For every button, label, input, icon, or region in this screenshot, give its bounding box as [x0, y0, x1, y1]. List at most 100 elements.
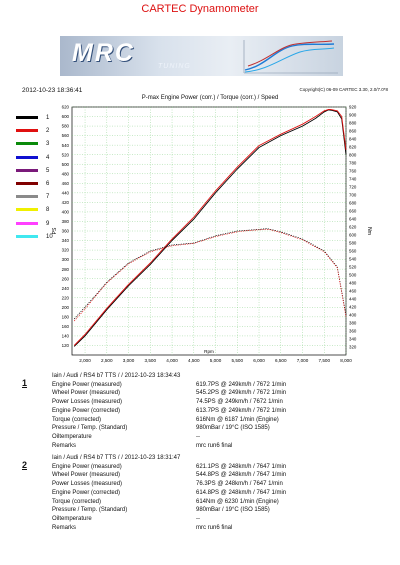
- legend-label: 4: [46, 154, 50, 161]
- y-right-tick-label: 800: [349, 153, 357, 158]
- run-row-value: 980mBar / 19°C (ISO 1585): [196, 425, 270, 432]
- y-left-tick-label: 180: [62, 314, 70, 319]
- run-row-label: Wheel Power (measured): [52, 390, 121, 397]
- y-left-tick-label: 480: [62, 171, 70, 176]
- y-left-tick-label: 300: [62, 257, 70, 262]
- legend-swatch: [16, 234, 38, 238]
- y-right-tick-label: 700: [349, 193, 357, 198]
- legend-swatch: [16, 142, 38, 146]
- legend-swatch: [16, 115, 38, 119]
- y-right-tick-label: 720: [349, 185, 357, 190]
- x-tick-label: 2,500: [101, 358, 113, 363]
- copyright-text: Copyright(C) 06-09 CARTEC 3.30, 2.0/7.0*…: [299, 87, 388, 92]
- y-right-axis-label: Nm: [366, 227, 372, 235]
- legend-item-10: 10: [16, 233, 53, 241]
- y-left-tick-label: 120: [62, 343, 70, 348]
- y-left-tick-label: 200: [62, 305, 70, 310]
- legend-swatch: [16, 208, 38, 212]
- y-right-tick-label: 820: [349, 145, 357, 150]
- legend-label: 3: [46, 141, 50, 148]
- y-right-tick-label: 920: [349, 105, 357, 110]
- legend-item-2: 2: [16, 127, 49, 135]
- run-row-label: Power Losses (measured): [52, 481, 123, 488]
- report-datetime: 2012-10-23 18:36:41: [22, 87, 83, 94]
- run-row-label: Pressure / Temp. (Standard): [52, 425, 128, 432]
- run-row-value: 614Nm @ 6230 1/min (Engine): [196, 498, 279, 505]
- y-left-tick-label: 280: [62, 267, 70, 272]
- run-row-value: --: [196, 515, 200, 522]
- banner-curves-graphic: [243, 40, 338, 74]
- legend-swatch: [16, 129, 38, 133]
- legend-swatch: [16, 195, 38, 199]
- legend-swatch: [16, 155, 38, 159]
- y-right-tick-label: 340: [349, 337, 357, 342]
- series-torque-run-2: [73, 229, 347, 322]
- y-left-tick-label: 520: [62, 152, 70, 157]
- y-left-tick-label: 440: [62, 190, 70, 195]
- run-row-label: Engine Power (measured): [52, 463, 122, 470]
- y-left-tick-label: 500: [62, 162, 70, 167]
- y-right-tick-label: 620: [349, 225, 357, 230]
- y-left-tick-label: 360: [62, 229, 70, 234]
- y-left-tick-label: 460: [62, 181, 70, 186]
- page-title: CARTEC Dynamometer: [141, 3, 259, 15]
- y-left-tick-label: 400: [62, 210, 70, 215]
- brand-logo: MRC: [72, 39, 135, 67]
- y-left-tick-label: 340: [62, 238, 70, 243]
- run-row-label: Engine Power (corrected): [52, 407, 121, 414]
- y-right-tick-label: 560: [349, 249, 357, 254]
- y-left-tick-label: 580: [62, 124, 70, 129]
- y-left-tick-label: 220: [62, 295, 70, 300]
- run-row-label: Engine Power (measured): [52, 381, 122, 388]
- y-right-tick-label: 400: [349, 313, 357, 318]
- y-left-tick-label: 160: [62, 324, 70, 329]
- series-torque-run-1: [73, 228, 347, 320]
- y-right-tick-label: 840: [349, 137, 357, 142]
- y-right-tick-label: 380: [349, 321, 357, 326]
- run-number: 1: [22, 378, 28, 388]
- x-tick-label: 8,000: [340, 358, 352, 363]
- run-row-value: 619.7PS @ 249km/h / 7672 1/min: [196, 381, 287, 388]
- run-row-label: Torque (corrected): [52, 498, 102, 505]
- run-number: 2: [22, 460, 28, 470]
- y-right-tick-label: 480: [349, 281, 357, 286]
- y-right-tick-label: 540: [349, 257, 357, 262]
- y-left-tick-label: 140: [62, 334, 70, 339]
- x-tick-label: 3,500: [145, 358, 157, 363]
- y-right-tick-label: 500: [349, 273, 357, 278]
- run-row-label: Power Losses (measured): [52, 399, 123, 406]
- legend-item-1: 1: [16, 114, 49, 122]
- legend-label: 8: [46, 207, 50, 214]
- run-row-value: 980mBar / 19°C (ISO 1585): [196, 507, 270, 514]
- x-tick-label: 6,500: [275, 358, 287, 363]
- legend-label: 5: [46, 167, 50, 174]
- y-left-axis-label: PS: [52, 227, 58, 234]
- y-right-tick-label: 640: [349, 217, 357, 222]
- y-right-tick-label: 420: [349, 305, 357, 310]
- legend-item-8: 8: [16, 206, 49, 214]
- legend-swatch: [16, 181, 38, 185]
- run-row-value: 544.8PS @ 248km/h / 7647 1/min: [196, 472, 287, 479]
- x-tick-label: 6,000: [253, 358, 265, 363]
- x-tick-label: 4,000: [166, 358, 178, 363]
- x-tick-label: 3,000: [123, 358, 135, 363]
- y-right-tick-label: 520: [349, 265, 357, 270]
- y-right-tick-label: 780: [349, 161, 357, 166]
- legend-label: 2: [46, 128, 50, 135]
- brand-banner: MRC TUNING: [60, 36, 343, 76]
- run-header: Iain / Audi / RS4 b7 TTS / / 2012-10-23 …: [52, 455, 181, 461]
- y-left-tick-label: 560: [62, 133, 70, 138]
- run-row-value: mrc run6 final: [196, 524, 233, 531]
- x-axis-label: Rpm: [204, 349, 214, 354]
- y-left-tick-label: 240: [62, 286, 70, 291]
- y-right-tick-label: 760: [349, 169, 357, 174]
- y-right-tick-label: 680: [349, 201, 357, 206]
- run-row-label: Oiltemperature: [52, 515, 92, 522]
- y-left-tick-label: 260: [62, 276, 70, 281]
- run-row-value: 74.5PS @ 249km/h / 7672 1/min: [196, 399, 283, 406]
- x-tick-label: 7,000: [297, 358, 309, 363]
- x-tick-label: 5,500: [232, 358, 244, 363]
- run-row-label: Pressure / Temp. (Standard): [52, 507, 128, 514]
- legend-label: 10: [46, 233, 53, 240]
